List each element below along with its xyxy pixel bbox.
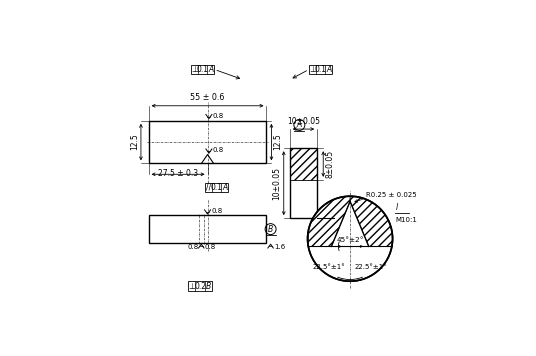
Text: 22.5°±1°: 22.5°±1°	[312, 264, 345, 270]
Text: 0.8: 0.8	[188, 245, 199, 251]
Text: 22.5°±1°: 22.5°±1°	[355, 264, 388, 270]
Bar	[290, 148, 317, 218]
Text: A: A	[326, 65, 331, 74]
Text: 0.1: 0.1	[211, 183, 222, 192]
Text: B: B	[205, 282, 211, 290]
Text: 10±0.05: 10±0.05	[272, 167, 281, 200]
Bar	[191, 65, 214, 74]
Text: 12.5: 12.5	[273, 134, 282, 151]
Text: 1.6: 1.6	[274, 244, 285, 250]
Text: ⊥: ⊥	[309, 65, 316, 74]
Text: 0.8: 0.8	[213, 112, 224, 119]
Text: 0.1: 0.1	[315, 65, 326, 74]
Polygon shape	[350, 196, 392, 246]
Text: A: A	[208, 65, 213, 74]
Text: 0.8: 0.8	[213, 147, 224, 153]
Bar	[148, 121, 266, 163]
Text: //: //	[206, 183, 211, 192]
Text: 55 ± 0.6: 55 ± 0.6	[190, 94, 225, 103]
Bar	[290, 148, 317, 180]
Polygon shape	[308, 196, 350, 246]
Bar	[188, 281, 212, 291]
Text: A: A	[297, 120, 302, 130]
Text: 0.8: 0.8	[211, 208, 222, 214]
Text: 0.2: 0.2	[194, 282, 206, 290]
Text: R0.25 ± 0.025: R0.25 ± 0.025	[366, 192, 416, 198]
Text: B: B	[268, 225, 273, 234]
Bar	[309, 65, 332, 74]
Text: l: l	[396, 203, 397, 212]
Text: 0.1: 0.1	[197, 65, 209, 74]
Text: 27.5 ± 0.3: 27.5 ± 0.3	[158, 169, 198, 178]
Text: 12.5: 12.5	[130, 134, 139, 151]
Text: 0.8: 0.8	[205, 244, 216, 250]
Text: M10:1: M10:1	[396, 217, 417, 223]
Text: 8±0.05: 8±0.05	[325, 150, 334, 178]
Text: 45°±2°: 45°±2°	[336, 237, 364, 243]
Text: ⊥: ⊥	[189, 282, 195, 290]
Bar	[205, 183, 228, 192]
Text: A: A	[222, 183, 227, 192]
Text: ⊥: ⊥	[191, 65, 198, 74]
Text: 10±0.05: 10±0.05	[287, 117, 320, 126]
Bar	[148, 215, 266, 243]
